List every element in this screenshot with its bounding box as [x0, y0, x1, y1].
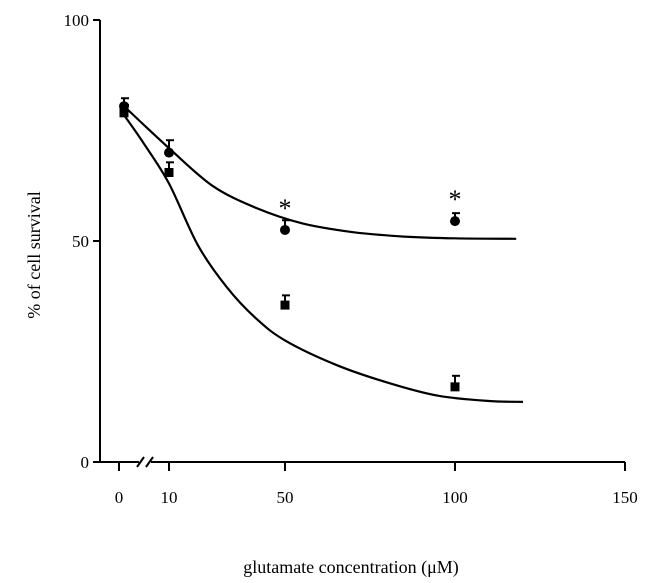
circle-marker [164, 147, 174, 158]
significance-annotations: * * [279, 185, 462, 223]
significance-asterisk: * [279, 194, 292, 223]
circle-marker [280, 224, 290, 235]
fit-curve-square [123, 114, 524, 403]
data-point-circle [164, 139, 174, 158]
x-tick-label: 10 [161, 488, 178, 507]
data-point-circle [450, 212, 460, 227]
x-tick-label: 150 [612, 488, 638, 507]
square-marker [164, 167, 174, 177]
y-tick-label: 0 [81, 453, 90, 472]
circle-marker [450, 216, 460, 227]
fit-curve-circle [123, 105, 517, 240]
y-axis-ticks: 0 50 100 [64, 11, 100, 472]
y-axis-title: % of cell survival [24, 191, 44, 318]
data-point-square [450, 374, 460, 392]
data-point-square [280, 294, 290, 310]
x-tick-label: 100 [442, 488, 468, 507]
square-marker [450, 382, 460, 392]
axis-break-mark [136, 456, 145, 468]
data-point-circle [280, 219, 290, 235]
fit-curves [123, 105, 524, 403]
x-axis-title: glutamate concentration (μM) [243, 557, 459, 578]
significance-asterisk: * [449, 185, 462, 214]
y-tick-label: 50 [72, 232, 89, 251]
axis-break-mark [145, 456, 154, 468]
data-points [119, 97, 460, 392]
x-tick-label: 0 [115, 488, 124, 507]
y-tick-label: 100 [64, 11, 90, 30]
x-axis: 0 10 50 100 150 [100, 456, 638, 507]
data-point-square [164, 161, 174, 177]
x-tick-label: 50 [277, 488, 294, 507]
square-marker [119, 108, 129, 118]
data-point-square [119, 103, 129, 118]
square-marker [280, 300, 290, 310]
